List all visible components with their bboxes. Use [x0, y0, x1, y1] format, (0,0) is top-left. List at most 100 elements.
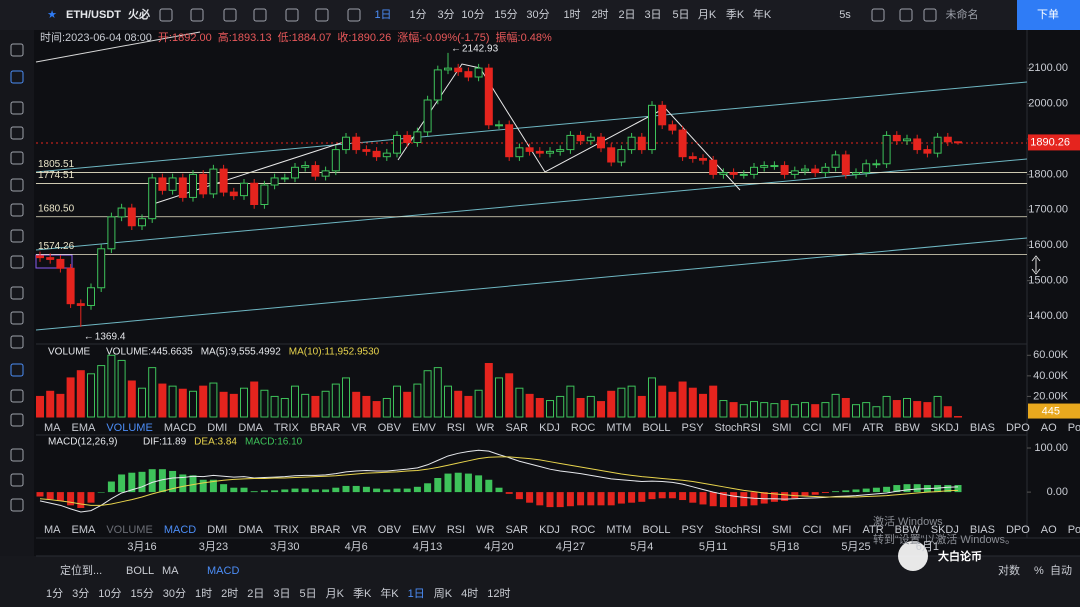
- tool-icon[interactable]: [253, 8, 267, 22]
- indicator-tab[interactable]: VR: [351, 524, 366, 536]
- indicator-tab[interactable]: DPO: [1006, 524, 1030, 536]
- indicator-tab[interactable]: DMI: [207, 524, 227, 536]
- interval[interactable]: 15分: [131, 587, 154, 600]
- indicator-tab[interactable]: BBW: [895, 524, 921, 536]
- tool-icon[interactable]: [871, 8, 885, 22]
- indicator-tab[interactable]: StochRSI: [715, 524, 761, 536]
- indicator-tab[interactable]: DMI: [207, 422, 227, 434]
- interval[interactable]: 3日: [273, 588, 290, 600]
- indicator-tab[interactable]: CCI: [803, 524, 822, 536]
- overlay[interactable]: BOLL: [126, 565, 154, 577]
- draw-tool[interactable]: [10, 335, 24, 349]
- indicator-tab[interactable]: BIAS: [970, 422, 995, 434]
- indicator-tab[interactable]: StochRSI: [715, 422, 761, 434]
- order-button[interactable]: [1017, 0, 1080, 30]
- indicator-tab[interactable]: SMI: [772, 524, 792, 536]
- draw-tool[interactable]: [10, 389, 24, 403]
- indicator-tab[interactable]: ROC: [571, 524, 596, 536]
- interval[interactable]: 1分: [46, 587, 63, 600]
- indicator-tab[interactable]: WR: [476, 524, 494, 536]
- indicator-tab[interactable]: ROC: [571, 422, 596, 434]
- star-icon[interactable]: ★: [47, 9, 57, 21]
- indicator-tab[interactable]: BRAR: [310, 422, 341, 434]
- interval[interactable]: 1分: [409, 8, 426, 21]
- interval[interactable]: 1时: [195, 587, 212, 600]
- draw-tool[interactable]: [10, 413, 24, 427]
- interval[interactable]: 2日: [618, 9, 635, 21]
- interval[interactable]: 季K: [353, 587, 372, 600]
- indicator-tab[interactable]: MACD: [164, 524, 196, 536]
- indicator-tab[interactable]: WR: [476, 422, 494, 434]
- indicator-tab[interactable]: PSY: [682, 524, 705, 536]
- indicator-tab[interactable]: MTM: [606, 422, 631, 434]
- indicator-tab[interactable]: EMA: [72, 422, 97, 434]
- tool-icon[interactable]: [315, 8, 329, 22]
- draw-tool[interactable]: [10, 151, 24, 165]
- locate[interactable]: 定位到...: [60, 563, 102, 577]
- interval[interactable]: 30分: [526, 8, 549, 21]
- tool-icon[interactable]: [190, 8, 204, 22]
- scale-option[interactable]: %: [1034, 565, 1044, 577]
- tool-icon[interactable]: [223, 8, 237, 22]
- indicator-tab[interactable]: MA: [44, 524, 61, 536]
- refresh[interactable]: 5s: [839, 9, 851, 21]
- indicator-tab[interactable]: DPO: [1006, 422, 1030, 434]
- sub-indicator[interactable]: MACD: [207, 565, 239, 577]
- indicator-tab[interactable]: BOLL: [642, 422, 670, 434]
- interval[interactable]: 1时: [563, 8, 580, 21]
- interval[interactable]: 2时: [221, 587, 238, 600]
- indicator-tab[interactable]: EMV: [412, 524, 437, 536]
- order-label[interactable]: 下单: [1037, 8, 1059, 21]
- interval[interactable]: 3分: [437, 8, 454, 21]
- indicator-tab[interactable]: KDJ: [539, 422, 560, 434]
- scale-option[interactable]: 对数: [998, 563, 1020, 577]
- draw-tool[interactable]: [10, 178, 24, 192]
- draw-tool[interactable]: [10, 473, 24, 487]
- indicator-tab[interactable]: SMI: [772, 422, 792, 434]
- indicator-tab[interactable]: VOLUME: [106, 524, 152, 536]
- tool-icon[interactable]: [923, 8, 937, 22]
- indicator-tab[interactable]: BOLL: [642, 524, 670, 536]
- resize-icon[interactable]: [1031, 255, 1041, 275]
- indicator-tab[interactable]: RSI: [447, 524, 465, 536]
- symbol[interactable]: ETH/USDT: [66, 9, 121, 21]
- interval[interactable]: 月K: [326, 588, 345, 600]
- indicator-tab[interactable]: Position: [1068, 422, 1080, 434]
- draw-tool[interactable]: [10, 203, 24, 217]
- indicator-tab[interactable]: SAR: [505, 524, 528, 536]
- indicator-tab[interactable]: MA: [44, 422, 61, 434]
- tool-icon[interactable]: [159, 8, 173, 22]
- interval[interactable]: 季K: [726, 8, 745, 21]
- indicator-tab[interactable]: BRAR: [310, 524, 341, 536]
- indicator-tab[interactable]: MTM: [606, 524, 631, 536]
- interval[interactable]: 3日: [644, 9, 661, 21]
- interval[interactable]: 月K: [698, 9, 717, 21]
- interval[interactable]: 周K: [434, 587, 453, 600]
- indicator-tab[interactable]: BIAS: [970, 524, 995, 536]
- draw-tool[interactable]: [10, 255, 24, 269]
- draw-tool[interactable]: [10, 101, 24, 115]
- layout-name[interactable]: 未命名: [946, 7, 979, 21]
- interval[interactable]: 15分: [494, 8, 517, 21]
- draw-tool[interactable]: [10, 126, 24, 140]
- interval[interactable]: 2日: [247, 588, 264, 600]
- indicator-tab[interactable]: ATR: [862, 422, 883, 434]
- indicator-tab[interactable]: VOLUME: [106, 422, 152, 434]
- draw-tool[interactable]: [10, 448, 24, 462]
- draw-tool[interactable]: [10, 363, 24, 377]
- draw-tool[interactable]: [10, 311, 24, 325]
- interval[interactable]: 30分: [163, 587, 186, 600]
- interval[interactable]: 1日: [374, 9, 391, 21]
- indicator-tab[interactable]: SKDJ: [931, 524, 959, 536]
- indicator-tab[interactable]: OBV: [378, 422, 402, 434]
- indicator-tab[interactable]: EMV: [412, 422, 437, 434]
- interval[interactable]: 4时: [461, 587, 478, 600]
- interval[interactable]: 年K: [380, 586, 399, 600]
- indicator-tab[interactable]: TRIX: [274, 524, 300, 536]
- interval[interactable]: 1日: [408, 588, 425, 600]
- indicator-tab[interactable]: TRIX: [274, 422, 300, 434]
- indicator-tab[interactable]: DMA: [238, 422, 263, 434]
- draw-tool[interactable]: [10, 498, 24, 512]
- indicator-tab[interactable]: ATR: [862, 524, 883, 536]
- indicator-tab[interactable]: EMA: [72, 524, 97, 536]
